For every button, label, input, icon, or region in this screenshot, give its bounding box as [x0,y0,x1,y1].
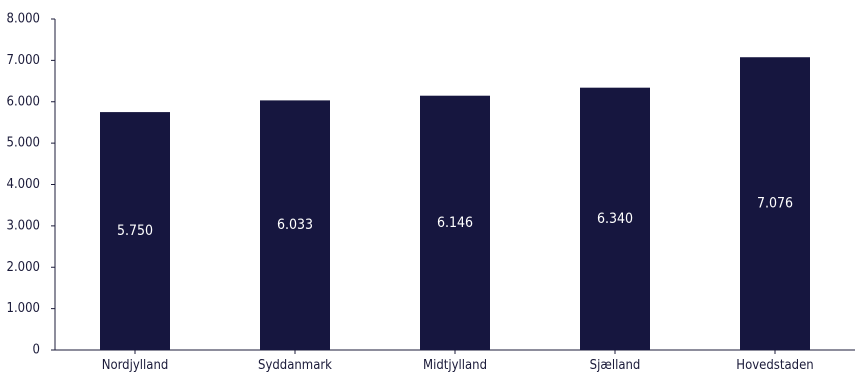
y-axis: 0 1.000 2.000 3.000 4.000 5.000 6.000 7.000 8.00… [7,12,56,358]
y-tick-label: 4.000 [7,177,40,192]
y-tick-label: 2.000 [7,260,40,275]
data-label: 7.076 [757,196,793,212]
x-axis: Nordjylland Syddanmark Midtjylland Sjælland… [55,349,855,373]
x-tick-label: Nordjylland [102,358,169,373]
data-label: 6.033 [277,217,313,233]
y-tick-label: 3.000 [7,218,40,233]
x-tick-label: Sjælland [590,358,641,373]
y-tick-label: 0 [33,343,40,358]
bar [420,95,490,350]
value-labels: 5.750 6.033 6.146 6.340 7.076 [117,196,793,239]
bar [260,100,330,350]
y-tick-label: 1.000 [7,301,40,316]
x-tick-label: Hovedstaden [736,358,813,373]
data-label: 6.340 [597,211,633,227]
x-tick-label: Midtjylland [423,358,487,373]
data-label: 5.750 [117,223,153,239]
y-tick-label: 6.000 [7,94,40,109]
x-tick-label: Syddanmark [258,358,332,373]
bar [740,57,810,350]
data-label: 6.146 [437,215,473,231]
y-tick-label: 8.000 [7,12,40,27]
y-tick-label: 5.000 [7,136,40,151]
bars [100,57,810,351]
bar [100,112,170,350]
y-tick-label: 7.000 [7,53,40,68]
bar [580,87,650,351]
